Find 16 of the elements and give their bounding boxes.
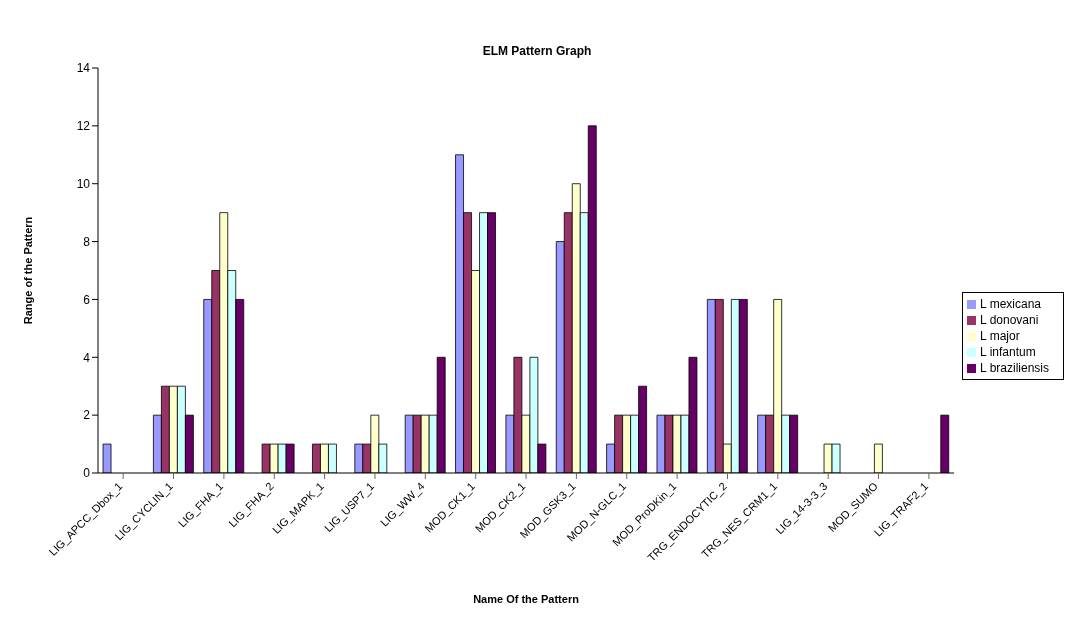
y-tick-label: 6 [83,292,91,307]
y-tick-label: 8 [83,234,91,249]
x-axis-title: Name Of the Pattern [473,593,580,605]
legend-label: L mexicana [980,296,1041,311]
legend-label: L donovani [980,312,1039,327]
y-tick-label: 0 [83,466,91,481]
y-tick-label: 4 [83,350,91,365]
legend-label: L braziliensis [980,360,1049,375]
y-tick-label: 12 [76,119,91,134]
y-tick-label: 10 [76,176,91,191]
legend-label: L infantum [980,344,1036,359]
chart-title: ELM Pattern Graph [481,44,593,58]
y-tick-label: 2 [83,408,91,423]
y-axis-title: Range of the Pattern [21,216,34,325]
legend-label: L major [980,328,1020,343]
y-tick-label: 14 [76,61,91,76]
